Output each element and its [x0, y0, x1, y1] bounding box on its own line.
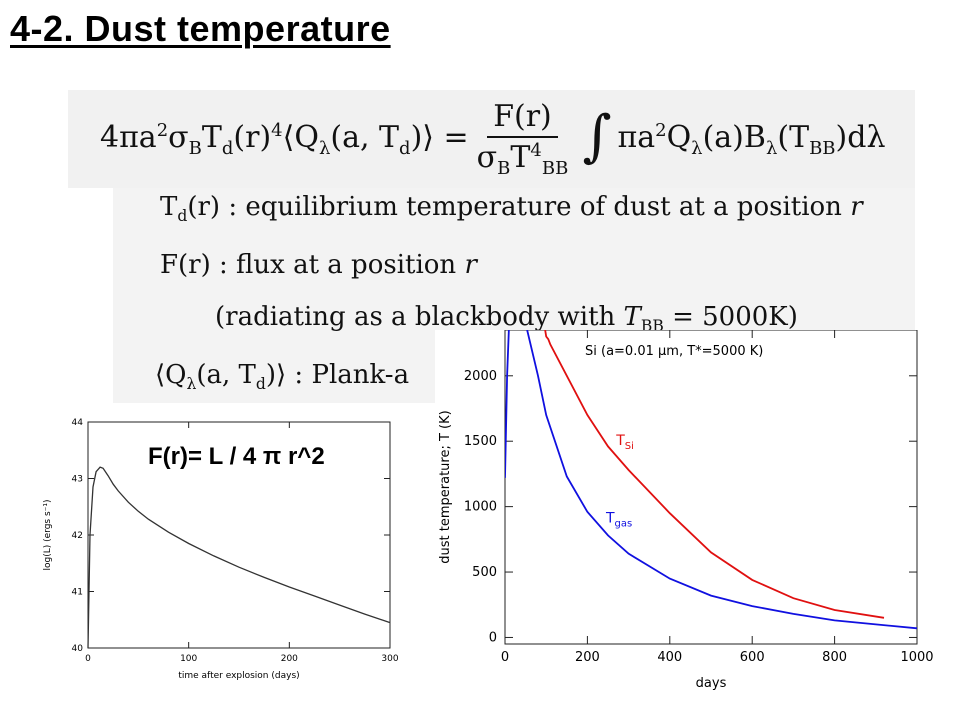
definition-radiating: (radiating as a blackbody with TBB = 500…: [215, 302, 798, 336]
luminosity-y-tick-label: 41: [72, 588, 83, 598]
temperature-plot-frame: [504, 330, 918, 645]
definition-td-text: : equilibrium temperature of dust at a p…: [228, 192, 842, 222]
temperature-y-tick-label: 0: [489, 630, 497, 645]
definition-q: ⟨Qλ(a, Td)⟩ : Plank-a: [155, 360, 410, 394]
temperature-x-tick-label: 400: [657, 650, 682, 665]
energy-balance-equation: 4πa2σBTd(r)4⟨Qλ(a, Td)⟩ = F(r) σBT4BB ∫ …: [100, 99, 886, 179]
slide-title: 4-2. Dust temperature: [10, 8, 391, 49]
temperature-y-label: dust temperature; T (K): [438, 410, 453, 563]
luminosity-y-tick-label: 42: [72, 531, 83, 541]
luminosity-y-tick-label: 44: [72, 418, 84, 428]
definition-radiating-value: = 5000K): [672, 302, 798, 332]
luminosity-x-label: time after explosion (days): [178, 671, 299, 681]
temperature-x-tick-label: 1000: [900, 650, 933, 665]
series-label-si: TSi: [615, 433, 634, 452]
definition-flux: F(r) : flux at a position r: [160, 250, 477, 280]
luminosity-x-tick-label: 0: [85, 654, 91, 664]
luminosity-y-tick-label: 40: [72, 644, 84, 654]
luminosity-x-tick-label: 200: [281, 654, 298, 664]
temperature-y-tick-label: 500: [472, 565, 497, 580]
definition-flux-text: : flux at a position: [219, 250, 457, 280]
equation-panel: [68, 90, 915, 188]
temperature-chart: 0 200 400 600 800 1000 0 500 1000 1500 2000 TSi Tga…: [438, 330, 934, 691]
luminosity-x-tick-label: 300: [381, 654, 398, 664]
chart-background: [435, 330, 960, 720]
luminosity-y-label: log(L) (ergs s⁻¹): [43, 499, 53, 570]
temperature-x-tick-label: 200: [575, 650, 600, 665]
luminosity-curve: [87, 466, 391, 649]
temperature-x-tick-label: 800: [822, 650, 847, 665]
series-label-gas: Tgas: [605, 510, 632, 529]
definition-q-text: : Plank-a: [294, 360, 410, 390]
temperature-x-tick-label: 600: [740, 650, 765, 665]
luminosity-chart: 0 100 200 300 40 41 42 43 44 time after explosio…: [43, 418, 399, 681]
temperature-chart-title: Si (a=0.01 μm, T*=5000 K): [585, 344, 763, 359]
temperature-x-tick-label: 0: [501, 650, 509, 665]
luminosity-x-tick-label: 100: [180, 654, 197, 664]
definition-td: Td(r) : equilibrium temperature of dust …: [160, 192, 863, 226]
temperature-y-tick-label: 1000: [464, 500, 497, 515]
definition-radiating-text: (radiating as a blackbody with: [215, 302, 616, 332]
series-line-gas: [505, 330, 917, 630]
temperature-y-tick-label: 1500: [464, 434, 497, 449]
series-line-si: [544, 330, 885, 619]
temperature-y-tick-label: 2000: [464, 369, 497, 384]
luminosity-y-tick-label: 43: [72, 475, 83, 485]
flux-formula: F(r)= L / 4 π r^2: [146, 443, 327, 471]
temperature-x-label: days: [696, 676, 727, 691]
